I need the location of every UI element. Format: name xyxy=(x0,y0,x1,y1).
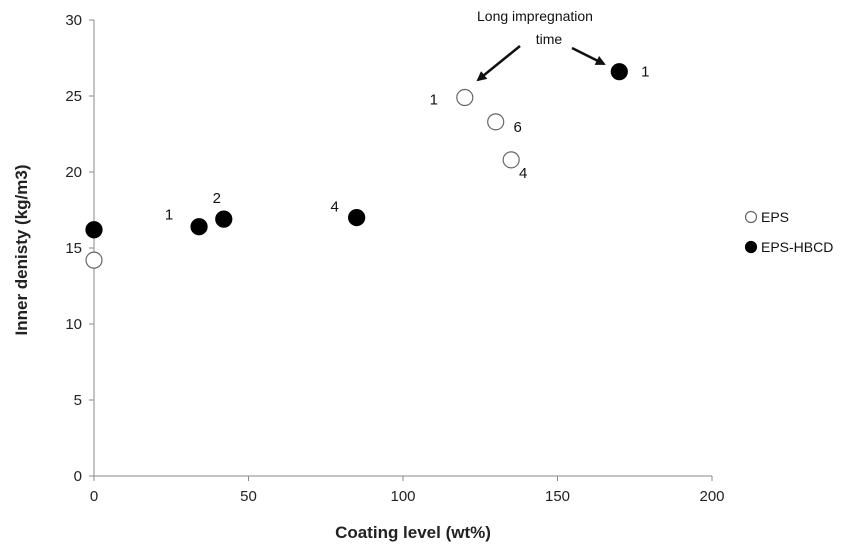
annotation: Long impregnation time xyxy=(476,8,606,82)
x-tick-label: 200 xyxy=(699,488,724,505)
y-tick-label: 30 xyxy=(65,12,82,29)
legend: EPS EPS-HBCD xyxy=(744,209,833,255)
annotation-line-2: time xyxy=(536,31,563,47)
y-tick-label: 20 xyxy=(65,164,82,181)
y-axis-title: Inner denisty (kg/m3) xyxy=(12,165,31,336)
eps-point xyxy=(502,151,520,169)
eps-hbcd-point xyxy=(190,218,208,236)
y-tick-label: 25 xyxy=(65,88,82,105)
y-tick-label: 15 xyxy=(65,240,82,257)
x-tick-label: 50 xyxy=(240,488,257,505)
x-tick-label: 150 xyxy=(545,488,570,505)
point-label: 6 xyxy=(514,119,522,136)
point-label: 4 xyxy=(330,199,338,216)
x-tick-label: 0 xyxy=(90,488,98,505)
eps-hbcd-point xyxy=(85,221,103,239)
x-axis-title: Coating level (wt%) xyxy=(335,523,491,542)
eps-point xyxy=(85,251,103,269)
eps-hbcd-point xyxy=(348,209,366,227)
legend-marker xyxy=(744,240,758,254)
eps-point xyxy=(487,113,505,131)
eps-hbcd-point xyxy=(215,210,233,228)
y-tick-label: 5 xyxy=(74,392,82,409)
legend-marker xyxy=(744,210,758,224)
point-label: 1 xyxy=(165,207,173,224)
axes xyxy=(89,19,713,481)
eps-hbcd-point xyxy=(610,63,628,81)
legend-label: EPS xyxy=(761,209,789,225)
tick-labels: 0 5 10 15 20 25 30 0 50 100 150 200 xyxy=(65,12,724,505)
annotation-line-1: Long impregnation xyxy=(477,8,593,24)
legend-label: EPS-HBCD xyxy=(761,239,833,255)
annotation-arrow-left xyxy=(476,45,521,82)
annotation-arrow-right xyxy=(571,46,606,66)
y-tick-label: 0 xyxy=(74,468,82,485)
point-label: 4 xyxy=(519,165,527,182)
y-tick-label: 10 xyxy=(65,316,82,333)
data-points: 1 6 4 1 2 4 1 xyxy=(85,63,649,269)
eps-point xyxy=(456,88,474,107)
point-label: 2 xyxy=(213,190,221,207)
point-label: 1 xyxy=(430,92,438,109)
x-tick-label: 100 xyxy=(390,488,415,505)
point-label: 1 xyxy=(641,64,649,81)
